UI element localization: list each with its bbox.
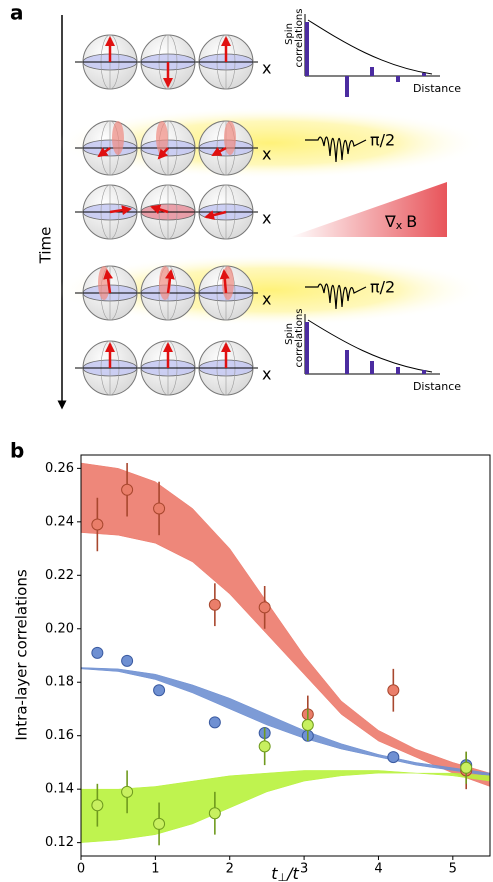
spin-arrow [164,269,175,294]
inset-y-label: correlations [294,9,305,68]
data-point [208,598,221,611]
y-tick-label: 0.14 [45,782,74,797]
bloch-sphere [140,265,196,321]
x-axis-label: t⊥/t [271,864,299,882]
rotation-lobe [224,121,236,155]
data-point [301,719,314,732]
x-tick-label: 4 [374,862,382,877]
gradient-label: ∇x B [384,212,417,233]
spin-arrow [219,269,230,294]
pulse [305,136,367,163]
theory-band [81,667,490,777]
data-point [121,785,134,798]
axis-label: x [262,365,271,384]
spin-arrow [157,147,169,160]
spin-arrow [150,204,169,215]
time-label: Time [37,227,55,265]
y-tick-label: 0.24 [45,514,74,529]
theory-band [81,462,490,787]
data-point [387,684,400,697]
data-point [208,716,221,729]
gradient-field: B [406,212,417,231]
inset-y-label: Spin [284,323,295,345]
axis-label: x [262,145,271,164]
decay-curve [307,319,433,373]
inset-y-label: correlations [294,309,305,368]
x-label-rest: /t [285,864,299,882]
bloch-sphere [198,184,254,240]
y-axis-label: Intra-layer correlations [13,569,31,740]
bloch-sphere [198,120,254,176]
data-point [91,799,104,812]
y-tick-label: 0.12 [45,835,74,850]
panel-a: a Time ∇x B π/2 π/2 Spin correlations Dis… [10,1,485,410]
data-point [460,761,473,774]
x-tick-label: 1 [151,862,159,877]
y-tick-label: 0.22 [45,568,74,583]
spin-arrow [103,269,114,294]
bloch-sphere [82,184,138,240]
data-point [387,751,400,764]
data-point [91,518,104,531]
inset-x-label: Distance [413,380,461,393]
data-point [153,684,166,697]
panel-label: a [10,1,24,25]
data-point [208,807,221,820]
decay-curve [307,19,433,75]
theory-band [81,770,490,843]
gradient-symbol: ∇ [384,212,396,231]
panel-label: b [10,439,24,463]
plot-frame [80,454,491,857]
data-point [153,817,166,830]
bloch-sphere [198,34,254,90]
inset-x-label: Distance [413,82,461,95]
x-tick-label: 2 [226,862,234,877]
data-point [121,483,134,496]
bloch-sphere [82,340,138,396]
pulse [305,283,367,310]
data-point [153,502,166,515]
data-point [121,654,134,667]
axis-label: x [262,59,271,78]
inset: Spin correlations Distance [284,9,461,97]
bloch-sphere [198,340,254,396]
bloch-sphere [82,34,138,90]
x-label-base: t [271,864,278,882]
rotation-lobe [156,121,168,155]
bloch-sphere [140,34,196,90]
bloch-sphere [140,340,196,396]
x-label-subscript: ⊥ [278,871,288,882]
y-tick-label: 0.20 [45,621,74,636]
axis-label: x [262,290,271,309]
plot-area [81,462,490,846]
gradient-subscript: x [396,219,403,232]
spin-arrow [211,146,227,157]
data-point [258,740,271,753]
data-point [91,646,104,659]
x-tick-label: 0 [77,862,85,877]
inset: Spin correlations Distance [284,309,461,393]
pulse-label: π/2 [370,278,395,297]
bloch-sphere [82,120,138,176]
y-tick-label: 0.18 [45,675,74,690]
spin-arrow [204,210,227,220]
pulse-label: π/2 [370,131,395,150]
data-point [258,601,271,614]
bloch-sphere [198,265,254,321]
bloch-sphere [82,265,138,321]
panel-b: b Intra-layer correlations t⊥/t 0.12 0.14… [10,439,491,882]
y-tick-label: 0.16 [45,728,74,743]
gradient-wedge [290,182,447,237]
y-tick-label: 0.26 [45,461,74,476]
spin-arrow [97,146,111,158]
x-tick-label: 5 [449,862,457,877]
rotation-lobe [112,121,124,155]
bloch-sphere [140,184,196,240]
axis-label: x [262,209,271,228]
spin-arrow [109,205,132,216]
bloch-sphere [140,120,196,176]
inset-y-label: Spin [284,23,295,45]
x-tick-label: 3 [300,862,308,877]
